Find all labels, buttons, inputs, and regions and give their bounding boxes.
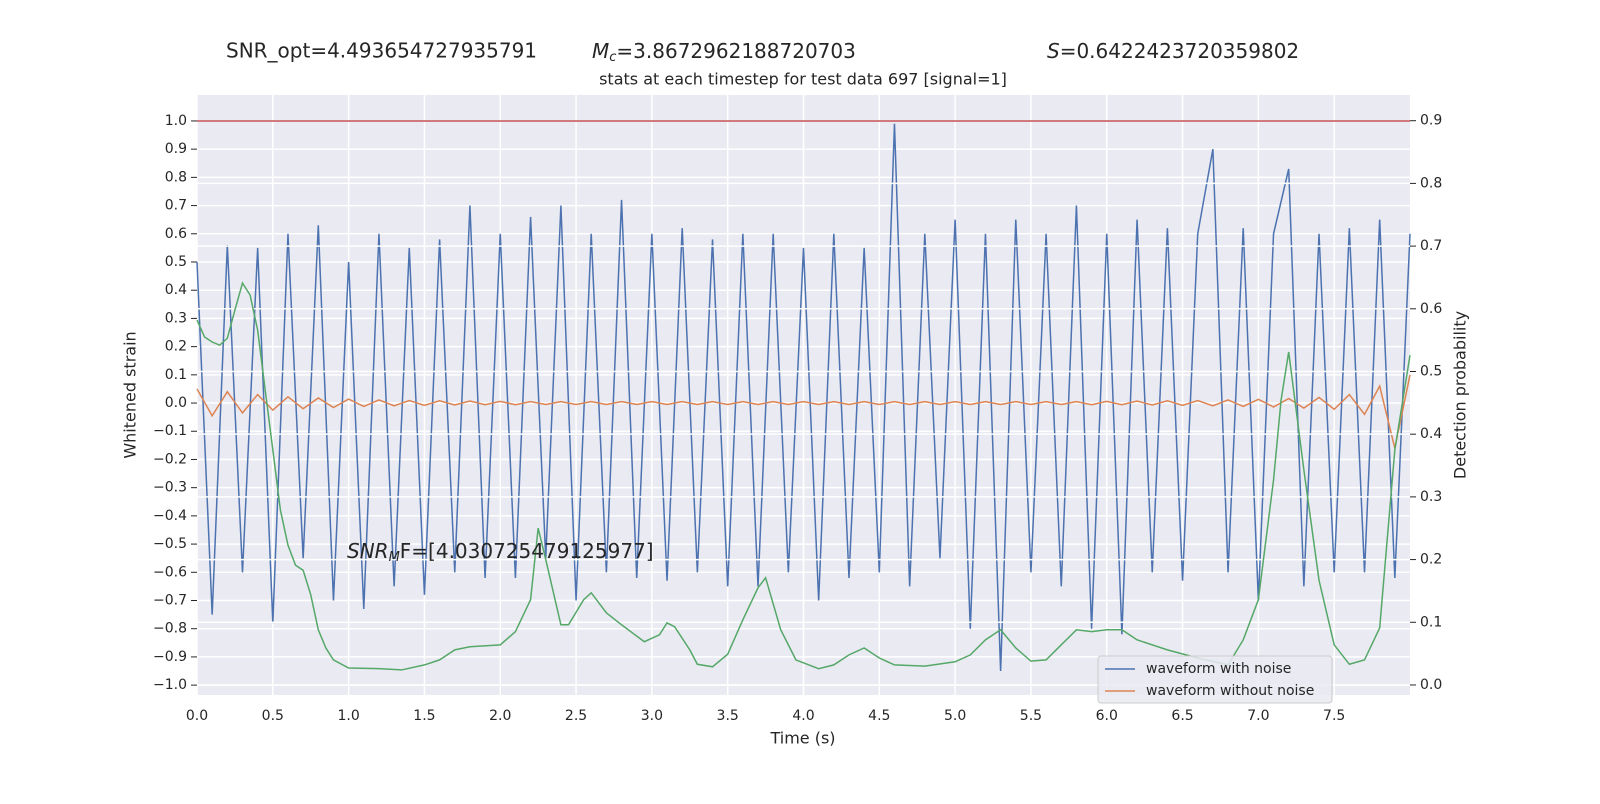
series-line (196, 123, 1411, 672)
over-layer: 0.0 0.1 0.2 0.3 0.4 0.5 0.6 0.7 0.8 0.9 (196, 113, 1442, 693)
top-layer: SNRMF=[4.030725479125977] waveform with … (347, 539, 1333, 704)
x-tick-label: 1.5 (413, 708, 435, 724)
mc-symbol: M (592, 39, 609, 63)
s-annotation: S=0.6422423720359802 (1047, 39, 1299, 63)
y2-tick-label: 0.5 (1420, 363, 1442, 379)
x-axis-label: Time (s) (769, 729, 835, 748)
y-tick-label: −0.2 (153, 451, 187, 467)
y-tick-label: −0.6 (153, 564, 187, 580)
y-tick-label: −0.9 (153, 649, 187, 665)
y-tick-label: −0.8 (153, 621, 187, 637)
legend-label: waveform without noise (1146, 683, 1314, 699)
x-tick-label: 4.5 (868, 708, 890, 724)
y-tick-label: 0.2 (165, 339, 187, 355)
y-tick-label: 0.6 (165, 226, 187, 242)
y2-tick-label: 0.4 (1420, 426, 1442, 442)
x-tick-label: 2.0 (489, 708, 511, 724)
snr-mf: SNRMF=[4.030725479125977] (347, 539, 654, 565)
x-tick-label: 3.0 (641, 708, 663, 724)
series-line (196, 374, 1411, 449)
chart-title: stats at each timestep for test data 697… (599, 70, 1007, 89)
y-tick-label: 0.8 (165, 169, 187, 185)
snr-mf-symbol: SNR (347, 539, 389, 563)
y2-tick-label: 0.9 (1420, 113, 1442, 129)
y2-tick-label: 0.0 (1420, 677, 1442, 693)
y2-axis-label: Detection probability (1451, 311, 1470, 479)
y2-tick-label: 0.6 (1420, 301, 1442, 317)
x-tick-label: 7.5 (1323, 708, 1345, 724)
y-tick-label: −0.1 (153, 423, 187, 439)
y-axis-label: Whitened strain (121, 331, 140, 458)
y2-tick-label: 0.3 (1420, 489, 1442, 505)
x-tick-label: 3.5 (717, 708, 739, 724)
y-tick-label: 0.3 (165, 310, 187, 326)
y2-tick-label: 0.7 (1420, 238, 1442, 254)
x-tick-label: 6.0 (1096, 708, 1118, 724)
x-tick-label: 5.5 (1020, 708, 1042, 724)
y-tick-label: 0.7 (165, 198, 187, 214)
x-tick-label: 6.5 (1171, 708, 1193, 724)
mc-value: =3.8672962188720703 (616, 39, 855, 63)
s-value: =0.6422423720359802 (1060, 39, 1299, 63)
y2-tick-label: 0.1 (1420, 614, 1442, 630)
x-tick-label: 5.0 (944, 708, 966, 724)
x-tick-label: 0.5 (262, 708, 284, 724)
legend (1097, 655, 1333, 704)
y-tick-label: 0.9 (165, 141, 187, 157)
x-tick-label: 0.0 (186, 708, 208, 724)
y-tick-label: 0.0 (165, 395, 187, 411)
snr-mf-value: F=[4.030725479125977] (400, 539, 654, 563)
mc-annotation: Mc=3.8672962188720703 (592, 39, 856, 65)
y2-tick-label: 0.2 (1420, 552, 1442, 568)
mc-subscript: c (609, 50, 616, 65)
y2-tick-label: 0.8 (1420, 175, 1442, 191)
x-tick-label: 1.0 (337, 708, 359, 724)
legend-label: waveform with noise (1146, 661, 1291, 677)
y-tick-label: −0.5 (153, 536, 187, 552)
y-tick-label: 0.1 (165, 367, 187, 383)
x-tick-label: 2.5 (565, 708, 587, 724)
data-layer (196, 123, 1411, 672)
y-tick-label: −0.4 (153, 508, 187, 524)
y-tick-label: −0.7 (153, 593, 187, 609)
x-tick-label: 4.0 (792, 708, 814, 724)
x-tick-label: 7.0 (1247, 708, 1269, 724)
snr-mf-subscript: M (389, 550, 400, 565)
s-symbol: S (1047, 39, 1060, 63)
y-tick-label: −1.0 (153, 677, 187, 693)
y-tick-label: 1.0 (165, 113, 187, 129)
snr-opt: SNR_opt=4.493654727935791 (226, 39, 537, 63)
y-tick-label: −0.3 (153, 480, 187, 496)
y-tick-label: 0.4 (165, 282, 187, 298)
y-tick-label: 0.5 (165, 254, 187, 270)
